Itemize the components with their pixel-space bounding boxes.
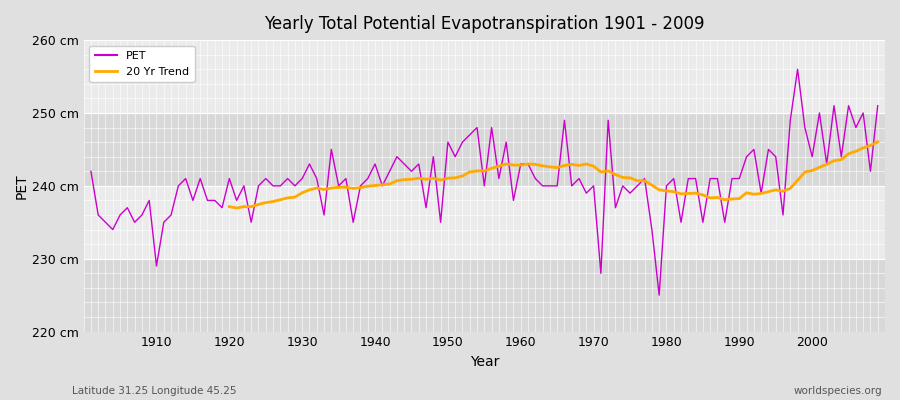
20 Yr Trend bbox=[224, 204, 235, 209]
PET bbox=[347, 220, 358, 225]
PET bbox=[516, 162, 526, 166]
PET bbox=[603, 118, 614, 123]
20 Yr Trend bbox=[683, 191, 694, 196]
Bar bbox=[84, 259, 885, 332]
PET bbox=[508, 198, 519, 203]
20 Yr Trend bbox=[850, 149, 861, 154]
Line: PET: PET bbox=[91, 69, 878, 295]
20 Yr Trend bbox=[428, 176, 438, 180]
20 Yr Trend bbox=[770, 188, 781, 192]
20 Yr Trend bbox=[872, 139, 883, 144]
PET bbox=[653, 293, 664, 298]
20 Yr Trend bbox=[785, 186, 796, 191]
Text: worldspecies.org: worldspecies.org bbox=[794, 386, 882, 396]
Line: 20 Yr Trend: 20 Yr Trend bbox=[230, 142, 878, 208]
Bar bbox=[84, 40, 885, 113]
Text: Latitude 31.25 Longitude 45.25: Latitude 31.25 Longitude 45.25 bbox=[72, 386, 237, 396]
Bar bbox=[84, 186, 885, 259]
20 Yr Trend bbox=[319, 187, 329, 192]
PET bbox=[144, 198, 155, 203]
PET bbox=[792, 67, 803, 72]
PET bbox=[872, 103, 883, 108]
Legend: PET, 20 Yr Trend: PET, 20 Yr Trend bbox=[89, 46, 194, 82]
PET bbox=[304, 162, 315, 166]
Bar bbox=[84, 113, 885, 186]
X-axis label: Year: Year bbox=[470, 355, 499, 369]
20 Yr Trend bbox=[231, 206, 242, 210]
Title: Yearly Total Potential Evapotranspiration 1901 - 2009: Yearly Total Potential Evapotranspiratio… bbox=[264, 15, 705, 33]
PET bbox=[86, 169, 96, 174]
Y-axis label: PET: PET bbox=[15, 173, 29, 199]
